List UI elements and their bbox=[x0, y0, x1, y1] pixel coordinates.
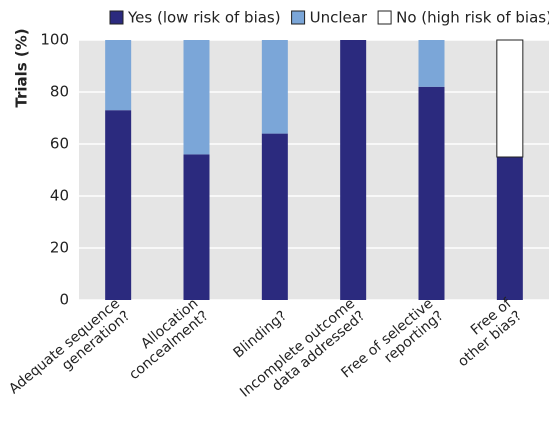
x-tick-label: Free ofother bias? bbox=[445, 295, 526, 370]
legend-label: Unclear bbox=[310, 9, 368, 27]
y-tick-label: 20 bbox=[50, 239, 69, 257]
bar-segment bbox=[105, 110, 132, 300]
y-tick-label: 60 bbox=[50, 135, 69, 153]
x-tick-label: Incomplete outcomedata addressed? bbox=[237, 296, 368, 413]
bar-segment bbox=[261, 40, 288, 134]
y-tick-label: 0 bbox=[59, 291, 69, 309]
legend-label: No (high risk of bias) bbox=[396, 9, 549, 27]
bar-segment bbox=[418, 86, 445, 300]
legend-swatch bbox=[109, 10, 124, 25]
y-tick-label: 80 bbox=[50, 83, 69, 101]
legend-swatch bbox=[377, 10, 392, 25]
y-axis-label: Trials (%) bbox=[13, 28, 31, 107]
bar-segment bbox=[105, 40, 132, 111]
bar-segment bbox=[340, 40, 367, 300]
bar-segment bbox=[261, 133, 288, 300]
bar-segment bbox=[183, 154, 210, 300]
legend-swatch bbox=[291, 10, 306, 25]
x-tick-label: Adequate sequencegeneration? bbox=[6, 296, 133, 410]
y-tick-label: 100 bbox=[40, 31, 69, 49]
y-tick-label: 40 bbox=[50, 187, 69, 205]
bar-segment bbox=[418, 40, 445, 87]
x-tick-label-line: Adequate sequence bbox=[6, 296, 123, 398]
bar-segment bbox=[183, 40, 210, 155]
bar-segment bbox=[496, 157, 523, 300]
plot-background bbox=[79, 40, 549, 300]
bar-segment bbox=[496, 39, 524, 158]
legend-label: Yes (low risk of bias) bbox=[127, 9, 281, 27]
x-tick-label: Allocationconcealment? bbox=[116, 296, 212, 383]
